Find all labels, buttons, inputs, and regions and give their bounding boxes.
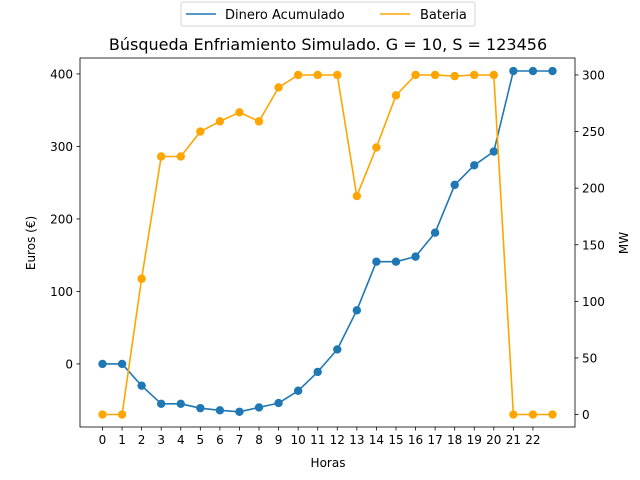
y-right-tick-label: 50 xyxy=(582,351,597,365)
data-point-dinero-acumulado xyxy=(117,359,127,369)
data-point-dinero-acumulado xyxy=(352,306,362,315)
x-tick-label: 15 xyxy=(388,433,403,447)
x-tick-label: 11 xyxy=(310,433,325,447)
data-point-bateria xyxy=(215,117,225,126)
y-axis-left-label: Euros (€) xyxy=(24,216,38,270)
data-point-dinero-acumulado xyxy=(235,407,244,416)
data-point-bateria xyxy=(372,143,381,152)
x-tick-label: 9 xyxy=(275,433,283,447)
data-point-bateria xyxy=(528,410,538,419)
data-point-bateria xyxy=(176,152,185,161)
data-point-bateria xyxy=(196,127,205,136)
data-point-bateria xyxy=(352,191,362,201)
x-tick-label: 17 xyxy=(427,433,442,447)
y-left-tick-label: 200 xyxy=(50,212,73,226)
y-right-tick-label: 200 xyxy=(582,182,605,196)
legend: Dinero Acumulado Bateria xyxy=(180,1,476,27)
data-point-dinero-acumulado xyxy=(313,367,322,377)
axes-group: 0 1 2 3 4 5 6 7 8 9 10 11 12 13 14 15 16 17 18 19 20 21 220100… xyxy=(50,57,605,447)
data-point-dinero-acumulado xyxy=(391,257,401,266)
x-tick-label: 13 xyxy=(349,433,364,447)
data-point-dinero-acumulado xyxy=(528,66,538,76)
x-tick-label: 18 xyxy=(447,433,462,447)
data-point-bateria xyxy=(450,71,459,81)
data-point-dinero-acumulado xyxy=(333,345,342,354)
data-point-bateria xyxy=(137,274,146,283)
x-axis-label: Horas xyxy=(311,456,346,470)
y-right-tick-label: 0 xyxy=(582,408,590,422)
data-point-dinero-acumulado xyxy=(176,399,185,409)
data-point-bateria xyxy=(293,70,303,80)
data-point-bateria xyxy=(235,108,244,117)
x-tick-label: 19 xyxy=(467,433,482,447)
data-point-bateria xyxy=(470,70,479,80)
data-point-bateria xyxy=(274,83,283,92)
data-point-dinero-acumulado xyxy=(509,66,518,76)
x-tick-label: 3 xyxy=(157,433,165,447)
legend-label-bateria: Bateria xyxy=(420,8,467,23)
data-point-bateria xyxy=(313,70,322,80)
x-tick-label: 8 xyxy=(255,433,263,447)
data-point-bateria xyxy=(391,91,401,100)
x-tick-label: 1 xyxy=(118,433,126,447)
data-point-dinero-acumulado xyxy=(372,257,381,266)
data-point-dinero-acumulado xyxy=(137,381,146,390)
y-left-tick-label: 0 xyxy=(65,357,73,371)
y-axis-right-label: MW xyxy=(617,232,631,254)
data-point-dinero-acumulado xyxy=(489,147,499,156)
x-tick-label: 7 xyxy=(236,433,244,447)
series-line-dinero-acumulado xyxy=(102,70,553,413)
series-line-bateria xyxy=(102,74,553,416)
data-point-bateria xyxy=(333,70,342,80)
y-right-tick-label: 250 xyxy=(582,125,605,139)
data-point-dinero-acumulado xyxy=(215,406,225,415)
x-tick-label: 5 xyxy=(197,433,205,447)
data-point-bateria xyxy=(117,410,127,419)
x-tick-label: 4 xyxy=(177,433,185,447)
data-point-dinero-acumulado xyxy=(98,359,107,369)
x-tick-label: 20 xyxy=(486,433,501,447)
data-point-dinero-acumulado xyxy=(293,386,303,395)
data-point-bateria xyxy=(411,70,420,80)
data-point-dinero-acumulado xyxy=(196,403,205,413)
x-tick-label: 2 xyxy=(138,433,146,447)
x-tick-label: 16 xyxy=(408,433,423,447)
data-point-bateria xyxy=(98,410,107,419)
x-tick-label: 10 xyxy=(291,433,306,447)
data-point-bateria xyxy=(489,70,499,80)
data-point-bateria xyxy=(548,410,557,419)
data-point-dinero-acumulado xyxy=(470,161,479,170)
data-point-bateria xyxy=(509,410,518,419)
y-left-tick-label: 100 xyxy=(50,285,73,299)
data-point-dinero-acumulado xyxy=(411,252,420,261)
data-point-dinero-acumulado xyxy=(548,66,557,76)
data-point-dinero-acumulado xyxy=(156,399,166,409)
legend-frame xyxy=(180,1,476,27)
data-point-bateria xyxy=(254,117,264,126)
data-point-dinero-acumulado xyxy=(450,180,459,190)
data-point-bateria xyxy=(430,70,440,80)
x-tick-label: 22 xyxy=(525,433,540,447)
y-left-tick-label: 300 xyxy=(50,140,73,154)
x-tick-label: 21 xyxy=(506,433,521,447)
x-tick-label: 14 xyxy=(369,433,384,447)
x-tick-label: 12 xyxy=(330,433,345,447)
y-left-tick-label: 400 xyxy=(50,67,73,81)
x-tick-label: 0 xyxy=(99,433,107,447)
data-point-bateria xyxy=(156,152,166,161)
legend-label-dinero: Dinero Acumulado xyxy=(225,8,345,23)
y-right-tick-label: 300 xyxy=(582,68,605,82)
chart-title: Búsqueda Enfriamiento Simulado. G = 10, … xyxy=(109,35,547,54)
plot-frame xyxy=(79,57,576,428)
x-tick-label: 6 xyxy=(216,433,224,447)
data-point-dinero-acumulado xyxy=(274,398,283,408)
data-point-dinero-acumulado xyxy=(254,403,264,412)
data-point-dinero-acumulado xyxy=(430,228,440,237)
y-right-tick-label: 150 xyxy=(582,238,605,252)
y-right-tick-label: 100 xyxy=(582,295,605,309)
series-group xyxy=(98,66,557,419)
